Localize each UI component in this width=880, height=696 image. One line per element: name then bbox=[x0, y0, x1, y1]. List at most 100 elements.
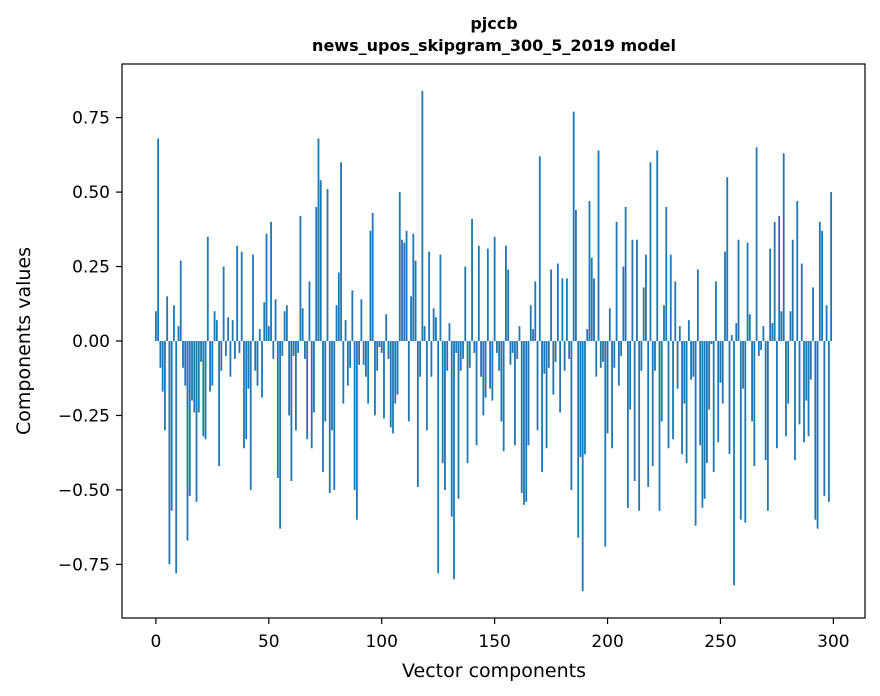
bar bbox=[687, 320, 690, 341]
x-axis-ticks: 0 50 100 150 200 250 300 bbox=[150, 618, 850, 652]
y-tick-label: 0.50 bbox=[72, 183, 110, 203]
x-tick-label: 0 bbox=[150, 632, 161, 652]
bar bbox=[604, 341, 607, 547]
bar bbox=[830, 192, 833, 341]
bar bbox=[581, 341, 584, 592]
bar bbox=[179, 260, 182, 341]
bar bbox=[538, 156, 541, 341]
bar bbox=[340, 162, 342, 341]
bar bbox=[584, 341, 586, 455]
bar bbox=[331, 341, 333, 431]
bar bbox=[559, 341, 562, 413]
bar bbox=[681, 341, 683, 455]
bar bbox=[396, 341, 399, 395]
bar bbox=[272, 341, 275, 359]
bar bbox=[495, 341, 498, 353]
bar bbox=[789, 311, 792, 341]
bar bbox=[159, 341, 162, 368]
bar bbox=[816, 341, 819, 529]
bar bbox=[735, 323, 738, 341]
bar bbox=[462, 341, 464, 359]
bar bbox=[507, 269, 510, 341]
bar bbox=[683, 341, 686, 404]
bar bbox=[450, 341, 453, 517]
bar bbox=[274, 299, 277, 341]
bar bbox=[814, 341, 817, 520]
bar bbox=[685, 341, 688, 464]
bar bbox=[730, 335, 733, 341]
bar bbox=[270, 221, 272, 341]
bar bbox=[362, 341, 365, 365]
y-tick-label: 0.25 bbox=[72, 258, 110, 278]
bar bbox=[597, 150, 600, 341]
bar bbox=[638, 341, 641, 511]
bar bbox=[466, 341, 469, 464]
bar bbox=[308, 281, 311, 341]
bar bbox=[168, 341, 171, 565]
bar bbox=[701, 341, 704, 508]
bar bbox=[575, 209, 577, 341]
bar bbox=[785, 341, 787, 437]
bar bbox=[335, 305, 338, 341]
bar bbox=[355, 341, 358, 520]
bar bbox=[760, 341, 763, 350]
bar bbox=[796, 201, 799, 341]
bar bbox=[690, 341, 693, 380]
bar bbox=[351, 290, 354, 341]
bar bbox=[719, 341, 722, 383]
bar bbox=[486, 248, 489, 341]
bar bbox=[753, 341, 756, 467]
bar bbox=[694, 341, 697, 526]
bar bbox=[803, 341, 805, 443]
y-axis-label: Components values bbox=[13, 247, 35, 435]
bar bbox=[678, 326, 681, 341]
bar bbox=[164, 341, 166, 431]
bar bbox=[392, 341, 394, 434]
bar bbox=[252, 254, 254, 341]
bar bbox=[385, 314, 388, 341]
bar bbox=[516, 341, 519, 359]
bar bbox=[514, 341, 516, 446]
bar bbox=[410, 296, 412, 341]
bar bbox=[227, 317, 230, 341]
bar bbox=[285, 305, 288, 341]
bar bbox=[773, 221, 776, 341]
bar bbox=[572, 111, 575, 341]
bar bbox=[565, 278, 568, 341]
bar bbox=[394, 341, 397, 404]
bar bbox=[473, 341, 476, 353]
bar bbox=[595, 341, 598, 377]
bar bbox=[419, 341, 422, 377]
bar bbox=[568, 341, 571, 359]
chart-subtitle: news_upos_skipgram_300_5_2019 model bbox=[312, 36, 676, 55]
bar bbox=[782, 153, 785, 341]
bar bbox=[195, 341, 198, 502]
bar bbox=[337, 272, 340, 341]
y-tick-label: 0.75 bbox=[72, 109, 110, 129]
bar bbox=[780, 311, 783, 341]
bar bbox=[446, 341, 449, 371]
bar bbox=[818, 221, 821, 341]
bar bbox=[374, 341, 376, 416]
bar bbox=[215, 320, 218, 341]
bar bbox=[453, 341, 455, 580]
bar bbox=[182, 341, 184, 368]
bar bbox=[313, 341, 315, 413]
bar bbox=[430, 341, 433, 377]
bar bbox=[353, 341, 356, 490]
bar bbox=[577, 341, 580, 538]
bar bbox=[579, 341, 582, 458]
bar bbox=[206, 236, 209, 341]
bar bbox=[437, 341, 440, 574]
bar bbox=[669, 254, 672, 341]
bar bbox=[550, 269, 552, 341]
bar bbox=[717, 341, 720, 443]
bar bbox=[766, 341, 769, 511]
bar bbox=[477, 245, 480, 341]
bar bbox=[624, 206, 627, 341]
x-tick-label: 300 bbox=[817, 632, 849, 652]
bar bbox=[672, 341, 674, 440]
bar bbox=[588, 201, 591, 341]
bar bbox=[376, 341, 379, 371]
bar bbox=[222, 266, 225, 341]
